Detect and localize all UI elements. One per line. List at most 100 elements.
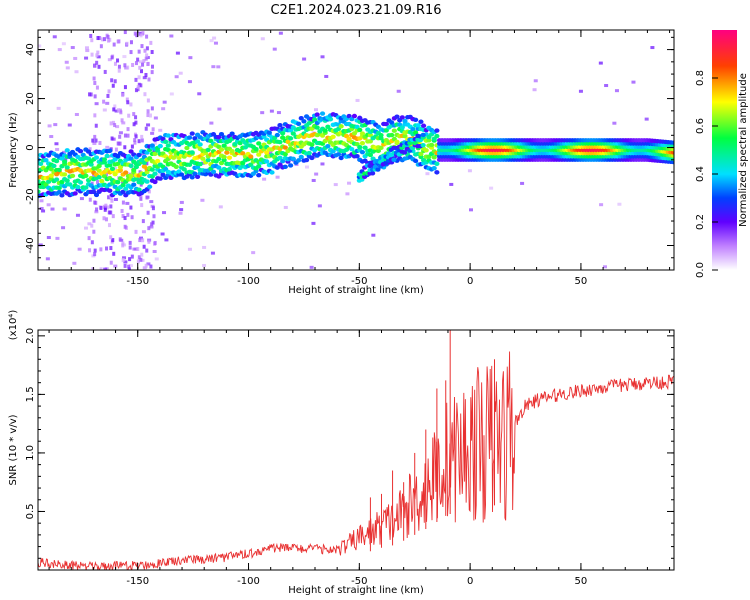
spectrogram-x-tick-label: -50 (351, 276, 367, 287)
heatmap-noise-cell (38, 44, 42, 48)
heatmap-ridge-cell (240, 151, 246, 156)
heatmap-ridge-cell (38, 189, 41, 194)
heatmap-ridge-cell (264, 150, 270, 155)
heatmap-noise-cell (150, 131, 155, 135)
heatmap-noise-cell (121, 121, 126, 125)
heatmap-noise-cell (122, 256, 127, 260)
heatmap-noise-cell (137, 82, 141, 87)
heatmap-ridge-cell (149, 143, 155, 148)
heatmap-noise-cell (96, 50, 100, 55)
heatmap-noise-cell (614, 89, 619, 93)
heatmap-noise-cell (65, 66, 70, 70)
heatmap-noise-cell (93, 94, 97, 99)
heatmap-ridge-cell (325, 143, 331, 149)
heatmap-noise-cell (145, 248, 149, 253)
heatmap-ridge-cell (413, 130, 419, 135)
heatmap-ridge-cell (226, 167, 233, 172)
heatmap-noise-cell (121, 214, 125, 219)
heatmap-noise-cell (95, 207, 99, 212)
heatmap-noise-cell (95, 53, 99, 58)
heatmap-ridge-cell (298, 116, 304, 121)
heatmap-ridge-cell (77, 180, 84, 185)
heatmap-ridge-cell (306, 150, 312, 156)
heatmap-ridge-cell (367, 132, 374, 138)
heatmap-noise-cell (179, 208, 184, 212)
heatmap-noise-cell (93, 113, 97, 118)
heatmap-noise-cell (106, 205, 110, 210)
colorbar-label: Normalized spectral amplitude (738, 73, 749, 227)
heatmap-noise-cell (136, 85, 140, 90)
heatmap-noise-cell (133, 31, 137, 36)
heatmap-noise-cell (141, 62, 145, 67)
heatmap-ridge-cell (226, 155, 233, 160)
heatmap-ridge-cell (298, 154, 304, 160)
snr-frame (37, 329, 675, 571)
heatmap-noise-cell (53, 123, 58, 127)
heatmap-ridge-cell (205, 147, 211, 153)
heatmap-ridge-cell (311, 117, 318, 122)
heatmap-noise-cell (149, 264, 153, 269)
spectrogram-panel: -150 -100 -50 0 50 -40 -20 0 20 40 Height of stra… (8, 29, 675, 296)
heatmap-branch-cell (412, 141, 418, 146)
heatmap-ridge-cell (221, 154, 227, 160)
heatmap-noise-cell (121, 93, 125, 98)
colorbar-gradient (712, 30, 737, 270)
heatmap-noise-cell (133, 140, 137, 145)
heatmap-noise-cell (251, 251, 256, 255)
heatmap-ridge-cell (399, 125, 405, 130)
heatmap-ridge-cell (152, 171, 158, 176)
heatmap-ridge-cell (290, 156, 296, 161)
heatmap-noise-cell (132, 247, 137, 251)
heatmap-ridge-cell (43, 157, 49, 163)
heatmap-noise-cell (104, 203, 108, 208)
heatmap-noise-cell (152, 249, 157, 253)
heatmap-ridge-cell (123, 170, 129, 175)
heatmap-noise-cell (79, 197, 84, 201)
heatmap-noise-cell (112, 42, 116, 47)
heatmap-noise-cell (489, 186, 494, 190)
heatmap-ridge-cell (61, 159, 68, 164)
heatmap-ridge-cell (325, 124, 331, 129)
heatmap-ridge-cell (346, 113, 352, 119)
heatmap-ridge-cell (338, 124, 344, 129)
heatmap-noise-cell (94, 123, 98, 128)
snr-x-tick-label: -100 (237, 576, 260, 587)
heatmap-ridge-cell (120, 182, 126, 188)
heatmap-noise-cell (88, 147, 92, 152)
heatmap-ridge-cell (83, 173, 89, 178)
heatmap-ridge-cell (256, 141, 262, 146)
heatmap-noise-cell (162, 211, 167, 215)
heatmap-noise-cell (92, 76, 96, 81)
heatmap-noise-cell (111, 238, 115, 243)
heatmap-noise-cell (75, 213, 80, 217)
heatmap-noise-cell (90, 240, 94, 245)
snr-y-multiplier: (x10⁴) (8, 310, 19, 341)
heatmap-noise-cell (110, 136, 114, 141)
heatmap-noise-cell (88, 248, 92, 253)
heatmap-ridge-cell (288, 136, 294, 141)
heatmap-ridge-cell (282, 151, 288, 157)
spectrogram-y-tick-label: 20 (25, 92, 36, 105)
heatmap-ridge-cell (59, 193, 65, 198)
heatmap-ridge-cell (330, 149, 336, 154)
heatmap-ridge-cell (131, 182, 137, 187)
heatmap-ridge-cell (221, 143, 227, 148)
heatmap-ridge-cell (157, 176, 163, 181)
heatmap-ridge-cell (218, 160, 225, 166)
heatmap-noise-cell (96, 179, 100, 184)
heatmap-ridge-cell (229, 148, 235, 154)
heatmap-noise-cell (276, 111, 281, 115)
heatmap-noise-cell (149, 40, 153, 45)
heatmap-noise-cell (143, 92, 147, 97)
heatmap-noise-cell (103, 37, 107, 42)
heatmap-noise-cell (146, 62, 150, 67)
heatmap-noise-cell (158, 128, 163, 132)
heatmap-noise-cell (262, 177, 267, 181)
heatmap-noise-cell (92, 218, 96, 223)
heatmap-ridge-cell (38, 161, 44, 166)
heatmap-ridge-cell (248, 154, 254, 159)
heatmap-noise-cell (149, 200, 154, 204)
heatmap-ridge-cell (274, 165, 280, 170)
heatmap-ridge-cell (256, 163, 262, 169)
heatmap-ridge-cell (301, 119, 307, 124)
